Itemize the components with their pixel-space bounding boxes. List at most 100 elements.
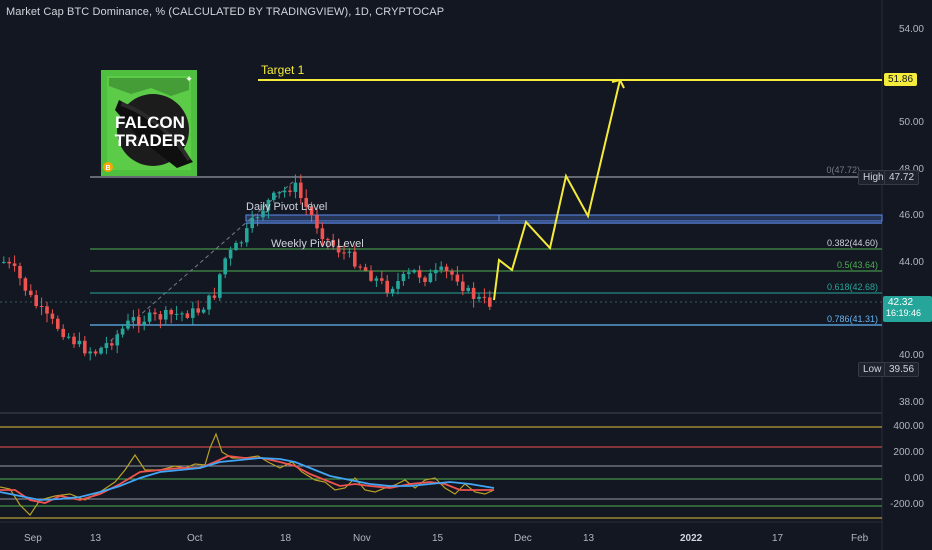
candle-body <box>191 308 195 318</box>
candle-body <box>380 278 384 281</box>
candle-body <box>83 340 87 354</box>
candle-body <box>266 199 271 211</box>
candle-body <box>23 278 28 291</box>
chart-title: Market Cap BTC Dominance, % (CALCULATED … <box>6 6 445 18</box>
fib-label-0786: 0.786(41.31) <box>826 314 878 324</box>
candle-body <box>158 314 163 320</box>
candle-body <box>444 266 449 272</box>
candle-body <box>56 318 60 329</box>
candle-body <box>164 309 168 320</box>
time-label-oct: Oct <box>187 533 203 544</box>
candle-body <box>288 190 292 192</box>
candle-body <box>320 228 325 240</box>
candle-body <box>115 334 119 346</box>
time-label-13: 13 <box>90 533 102 544</box>
price-tick-38: 38.00 <box>898 397 924 408</box>
target-price-tag: 51.86 <box>884 73 918 86</box>
candle-body <box>488 297 492 307</box>
logo-line2: TRADER <box>115 131 186 150</box>
candle-body <box>223 258 227 275</box>
price-tick-48: 48.00 <box>899 164 924 175</box>
candle-body <box>207 295 211 310</box>
high-tag-label: High <box>858 170 889 185</box>
candle-body <box>180 313 184 315</box>
candle-body <box>261 210 265 218</box>
candle-body <box>50 313 55 319</box>
candle-body <box>29 290 33 296</box>
candle-body <box>309 206 314 216</box>
fib-trend-line <box>99 179 296 351</box>
time-label-2022: 2022 <box>680 533 703 544</box>
current-price-value: 42.32 <box>888 297 914 308</box>
candle-body <box>277 192 281 194</box>
candle-body <box>347 251 352 253</box>
time-label-17: 17 <box>772 533 784 544</box>
candle-body <box>72 336 76 345</box>
candle-body <box>423 277 427 282</box>
price-tick-50: 50.00 <box>898 117 924 128</box>
weekly-pivot-label[interactable]: Weekly Pivot Level <box>271 238 364 250</box>
candle-body <box>293 182 298 192</box>
low-tag-value: 39.56 <box>884 362 920 377</box>
candle-body <box>304 197 308 207</box>
candle-body <box>450 271 454 275</box>
fib-label-0: 0(47.72) <box>826 165 860 175</box>
countdown-value: 16:19:46 <box>886 308 922 318</box>
candle-body <box>196 308 200 313</box>
candle-body <box>66 336 71 338</box>
candle-body <box>77 340 82 345</box>
indicator-line-gold <box>0 432 495 516</box>
candle-body <box>369 270 373 281</box>
bitcoin-icon: B <box>105 165 110 172</box>
candle-body <box>282 190 287 193</box>
time-label-nov: Nov <box>353 533 371 544</box>
daily-pivot-zone <box>245 214 883 222</box>
candle-body <box>374 278 379 281</box>
candle-body <box>239 242 244 244</box>
candle-body <box>93 351 98 354</box>
candle-body <box>477 296 481 299</box>
projection-path <box>493 79 621 301</box>
candle-body <box>326 239 330 241</box>
time-label-18: 18 <box>280 533 292 544</box>
candle-body <box>390 288 395 293</box>
high-tag-value: 47.72 <box>884 170 920 185</box>
candle-body <box>99 348 103 354</box>
price-tick-40: 40.00 <box>898 350 924 361</box>
candle-body <box>110 343 114 346</box>
candle-body <box>169 309 173 315</box>
candle-body <box>466 287 470 291</box>
indicator-tick-0: 0.00 <box>904 473 924 484</box>
daily-pivot-label[interactable]: Daily Pivot Level <box>246 201 328 213</box>
candle-body <box>2 261 6 263</box>
low-tag-label: Low <box>858 362 887 377</box>
price-tick-46: 46.00 <box>898 210 924 221</box>
star-icon: ✦ <box>185 74 193 84</box>
candle-body <box>245 228 249 243</box>
candle-body <box>7 261 11 264</box>
candle-body <box>250 217 254 229</box>
candle-body <box>131 317 136 321</box>
candle-body <box>358 266 362 268</box>
candle-body <box>142 321 146 325</box>
fib-label-05: 0.5(43.64) <box>836 260 878 270</box>
candle-body <box>455 274 460 282</box>
candle-body <box>428 273 433 282</box>
candle-body <box>363 267 368 271</box>
fib-label-0618: 0.618(42.68) <box>826 282 878 292</box>
indicator-tick-200: 200.00 <box>893 447 924 458</box>
candle-body <box>218 274 222 298</box>
candle-body <box>18 265 22 279</box>
candle-body <box>34 295 38 307</box>
candle-body <box>331 240 335 246</box>
indicator-tick-minus200: -200.00 <box>890 499 924 510</box>
candle-body <box>471 287 476 299</box>
current-price-tag: 42.32 16:19:46 <box>883 296 932 322</box>
target-label[interactable]: Target 1 <box>261 63 305 77</box>
candle-body <box>434 269 438 274</box>
candle-body <box>39 306 44 308</box>
candle-body <box>272 192 276 200</box>
candle-body <box>185 313 190 318</box>
candle-body <box>153 312 157 315</box>
